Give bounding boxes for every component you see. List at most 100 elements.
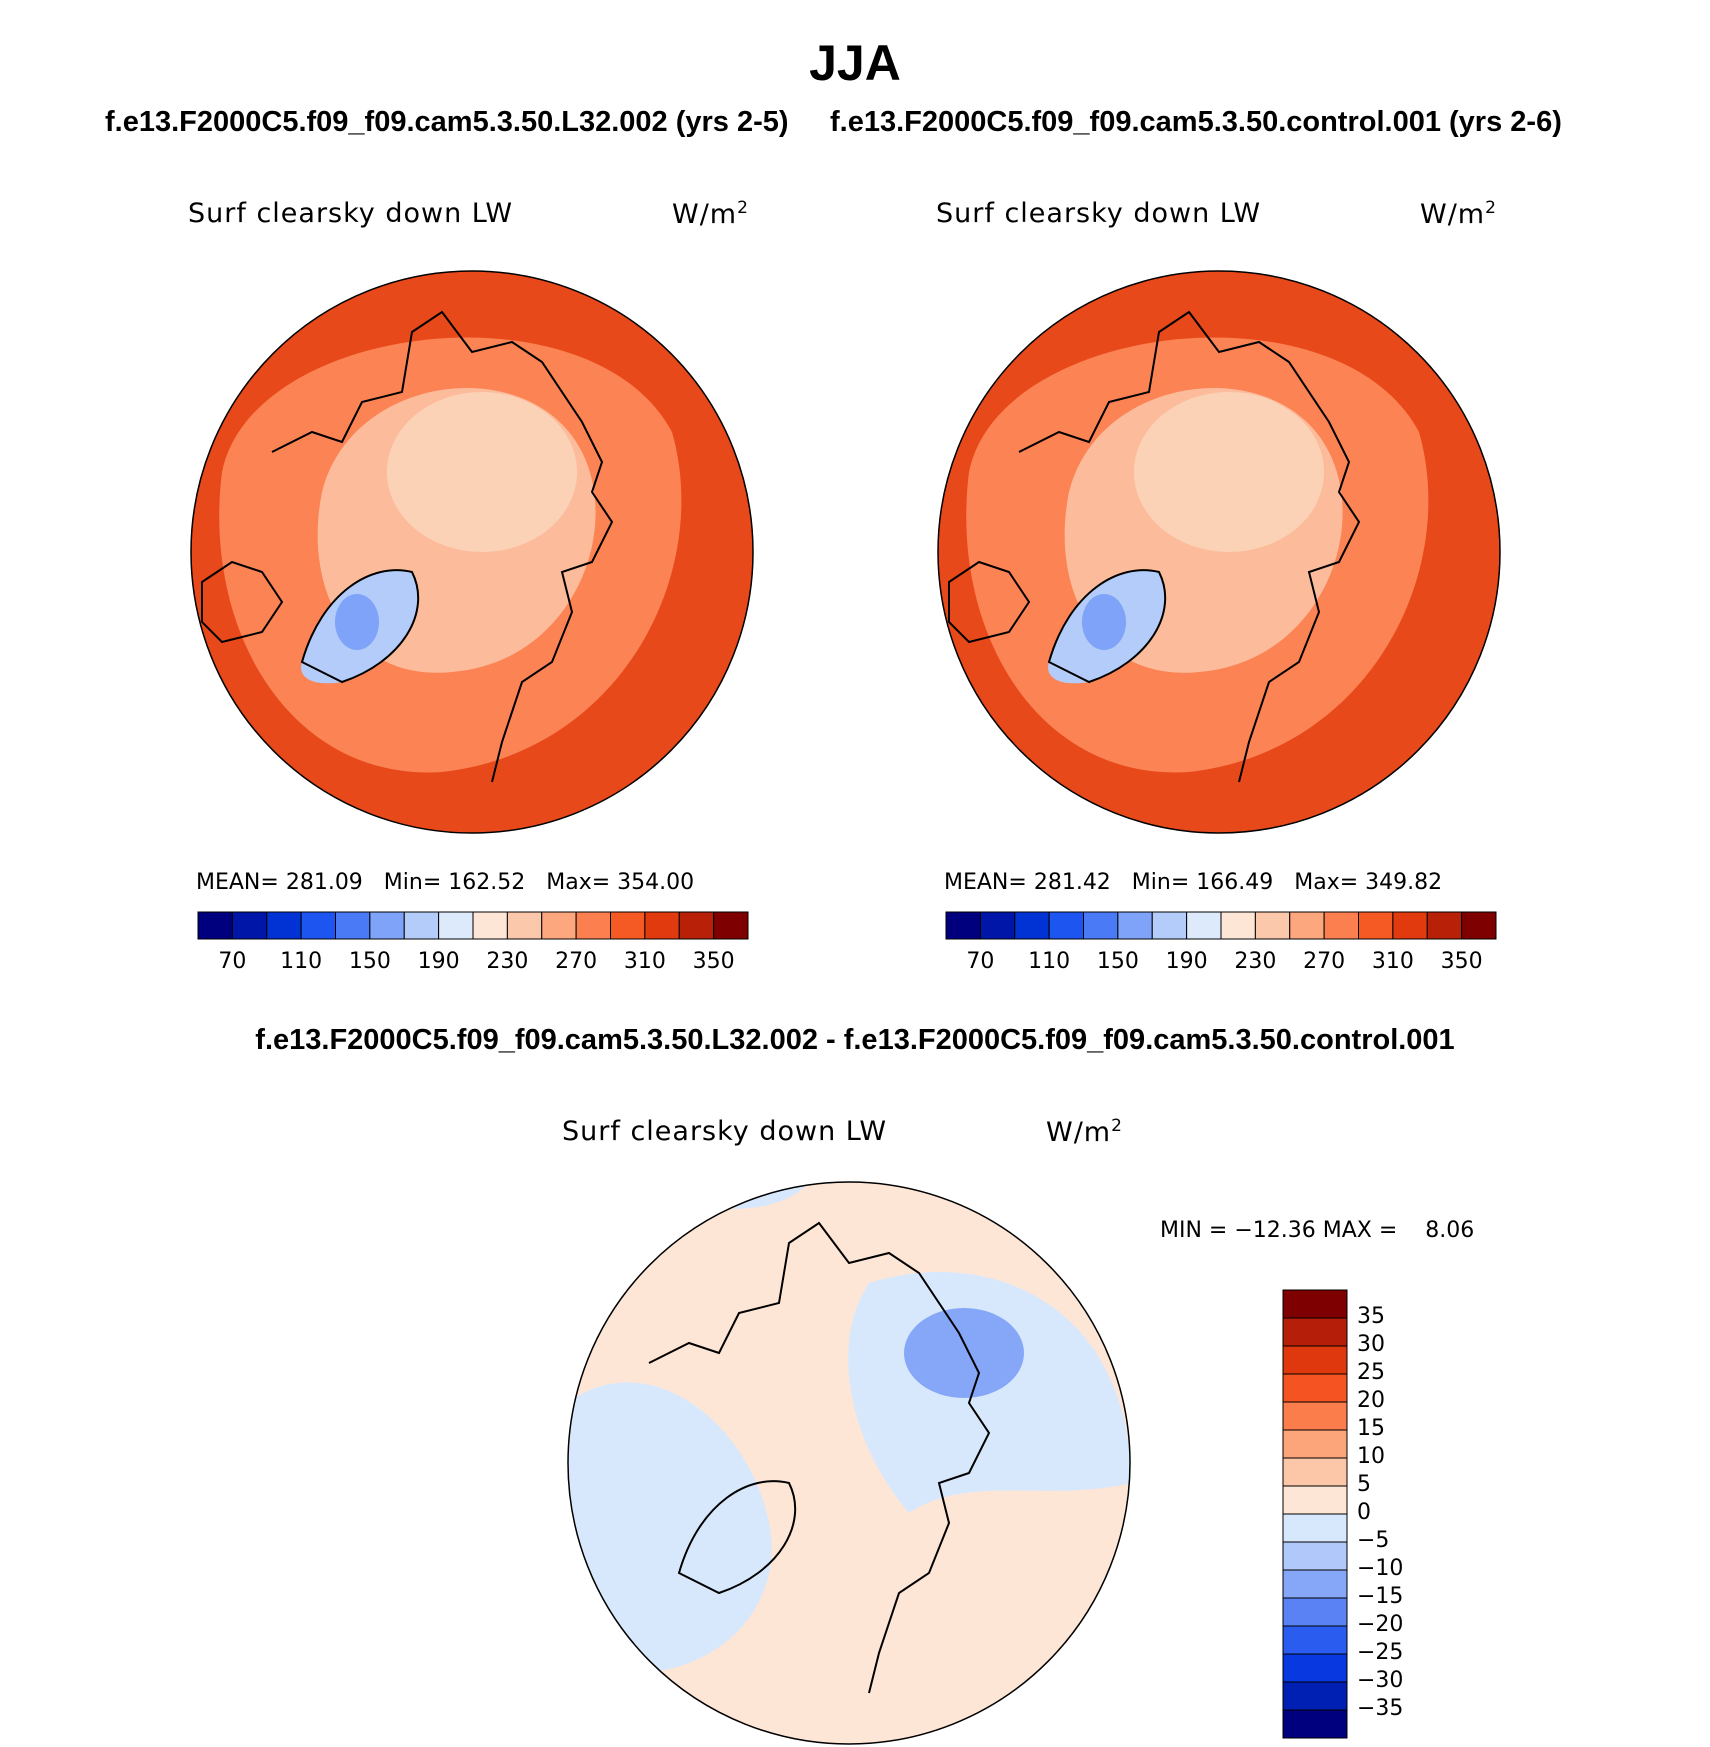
stats-left: MEAN= 281.09 Min= 162.52 Max= 354.00: [196, 870, 695, 895]
colorbar-difference-tick-label: 5: [1357, 1472, 1371, 1497]
colorbar-left-tick-label: 110: [280, 949, 323, 974]
colorbar-difference-tick-label: −35: [1357, 1696, 1404, 1721]
variable-label-right: Surf clearsky down LW: [936, 198, 1262, 229]
units-label-right: W/m2: [1420, 198, 1497, 230]
colorbar-left: [197, 911, 749, 940]
colorbar-right-swatch: [1289, 911, 1325, 940]
colorbar-difference-swatch: [1282, 1373, 1348, 1403]
colorbar-difference-tick-label: 30: [1357, 1332, 1385, 1357]
stats-right: MEAN= 281.42 Min= 166.49 Max= 349.82: [944, 870, 1443, 895]
units-label-diff: W/m2: [1046, 1116, 1123, 1148]
colorbar-difference-swatch: [1282, 1345, 1348, 1375]
colorbar-left-swatch: [610, 911, 646, 940]
right-pole-region: [1134, 392, 1324, 552]
map-left-border: [190, 270, 754, 834]
colorbar-left-swatch: [266, 911, 302, 940]
map-difference: [568, 1182, 1130, 1744]
colorbar-left-tick-label: 150: [348, 949, 391, 974]
colorbar-right-swatch: [1426, 911, 1463, 940]
left-greenland-core: [335, 594, 379, 650]
right-greenland-coast: [1047, 569, 1167, 684]
map-right-border: [937, 270, 1501, 834]
left-greenland-coast: [300, 569, 420, 684]
colorbar-right: [945, 911, 1497, 940]
colorbar-difference-swatch: [1282, 1653, 1348, 1683]
colorbar-difference-swatch: [1282, 1401, 1348, 1431]
colorbar-right-tick-label: 190: [1165, 949, 1208, 974]
colorbar-left-tick-label: 270: [555, 949, 598, 974]
colorbar-right-swatch: [945, 911, 981, 940]
colorbar-difference-tick-label: 0: [1357, 1500, 1371, 1525]
colorbar-difference-tick-label: 20: [1357, 1388, 1385, 1413]
colorbar-difference-swatch: [1282, 1513, 1348, 1543]
diff-cool-strong: [904, 1308, 1024, 1398]
colorbar-left-swatch: [231, 911, 268, 940]
colorbar-right-tick-label: 110: [1028, 949, 1071, 974]
colorbar-left-swatch: [678, 911, 715, 940]
colorbar-difference-tick-label: −20: [1357, 1612, 1404, 1637]
colorbar-right-tick-label: 230: [1234, 949, 1277, 974]
colorbar-difference-swatch: [1282, 1289, 1348, 1319]
colorbar-right-swatch: [1117, 911, 1153, 940]
colorbar-right-swatch: [1392, 911, 1428, 940]
colorbar-left-tick-label: 70: [218, 949, 247, 974]
colorbar-difference-swatch: [1282, 1541, 1348, 1571]
colorbar-left-swatch: [472, 911, 508, 940]
colorbar-difference-tick-label: −10: [1357, 1556, 1404, 1581]
colorbar-left-tick-label: 310: [623, 949, 666, 974]
page-title: JJA: [809, 35, 901, 91]
map-difference-border: [567, 1181, 1131, 1745]
colorbar-right-swatch: [1048, 911, 1084, 940]
left-coastline: [271, 310, 614, 783]
colorbar-right-swatch: [1461, 911, 1497, 940]
colorbar-difference-swatch: [1282, 1569, 1348, 1599]
colorbar-difference-swatch: [1282, 1597, 1348, 1627]
diff-cool-west: [568, 1382, 772, 1674]
colorbar-left-swatch: [713, 911, 749, 940]
colorbar-right-swatch: [1254, 911, 1291, 940]
colorbar-left-tick-label: 230: [486, 949, 529, 974]
colorbar-difference-swatch: [1282, 1709, 1348, 1739]
colorbar-left-swatch: [644, 911, 680, 940]
colorbar-difference-tick-label: 15: [1357, 1416, 1385, 1441]
colorbar-right-tick-label: 150: [1096, 949, 1139, 974]
colorbar-difference-swatch: [1282, 1681, 1348, 1711]
map-right: [938, 271, 1500, 833]
colorbar-left-swatch: [300, 911, 336, 940]
map-left: [191, 271, 753, 833]
colorbar-difference-swatch: [1282, 1317, 1348, 1347]
colorbar-difference-swatch: [1282, 1485, 1348, 1515]
left-hudson-coast: [201, 560, 284, 644]
colorbar-left-swatch: [369, 911, 405, 940]
colorbar-left-swatch: [506, 911, 543, 940]
colorbar-right-swatch: [1358, 911, 1394, 940]
diff-greenland-coast: [677, 1480, 797, 1595]
colorbar-difference-tick-label: −15: [1357, 1584, 1404, 1609]
colorbar-right-tick-label: 350: [1440, 949, 1483, 974]
colorbar-right-swatch: [1014, 911, 1050, 940]
colorbar-left-swatch: [541, 911, 577, 940]
right-greenland-core: [1082, 594, 1126, 650]
colorbar-right-tick-label: 310: [1371, 949, 1414, 974]
colorbar-left-swatch: [197, 911, 233, 940]
diff-minmax: MIN = −12.36 MAX = 8.06: [1160, 1218, 1475, 1243]
colorbar-right-swatch: [979, 911, 1016, 940]
colorbar-left-swatch: [438, 911, 474, 940]
variable-label-left: Surf clearsky down LW: [188, 198, 514, 229]
colorbar-difference-tick-label: −25: [1357, 1640, 1404, 1665]
colorbar-difference-tick-label: 35: [1357, 1304, 1385, 1329]
colorbar-right-tick-label: 70: [966, 949, 995, 974]
colorbar-right-tick-label: 270: [1303, 949, 1346, 974]
difference-title: f.e13.F2000C5.f09_f09.cam5.3.50.L32.002 …: [255, 1024, 1455, 1056]
colorbar-left-swatch: [403, 911, 440, 940]
colorbar-left-tick-label: 190: [417, 949, 460, 974]
colorbar-difference-swatch: [1282, 1457, 1348, 1487]
right-coastline: [1018, 310, 1361, 783]
colorbar-right-swatch: [1151, 911, 1188, 940]
colorbar-right-swatch: [1186, 911, 1222, 940]
left-pole-region: [387, 392, 577, 552]
colorbar-difference: [1282, 1289, 1348, 1739]
case-title-left: f.e13.F2000C5.f09_f09.cam5.3.50.L32.002 …: [105, 106, 789, 138]
variable-label-diff: Surf clearsky down LW: [562, 1116, 888, 1147]
